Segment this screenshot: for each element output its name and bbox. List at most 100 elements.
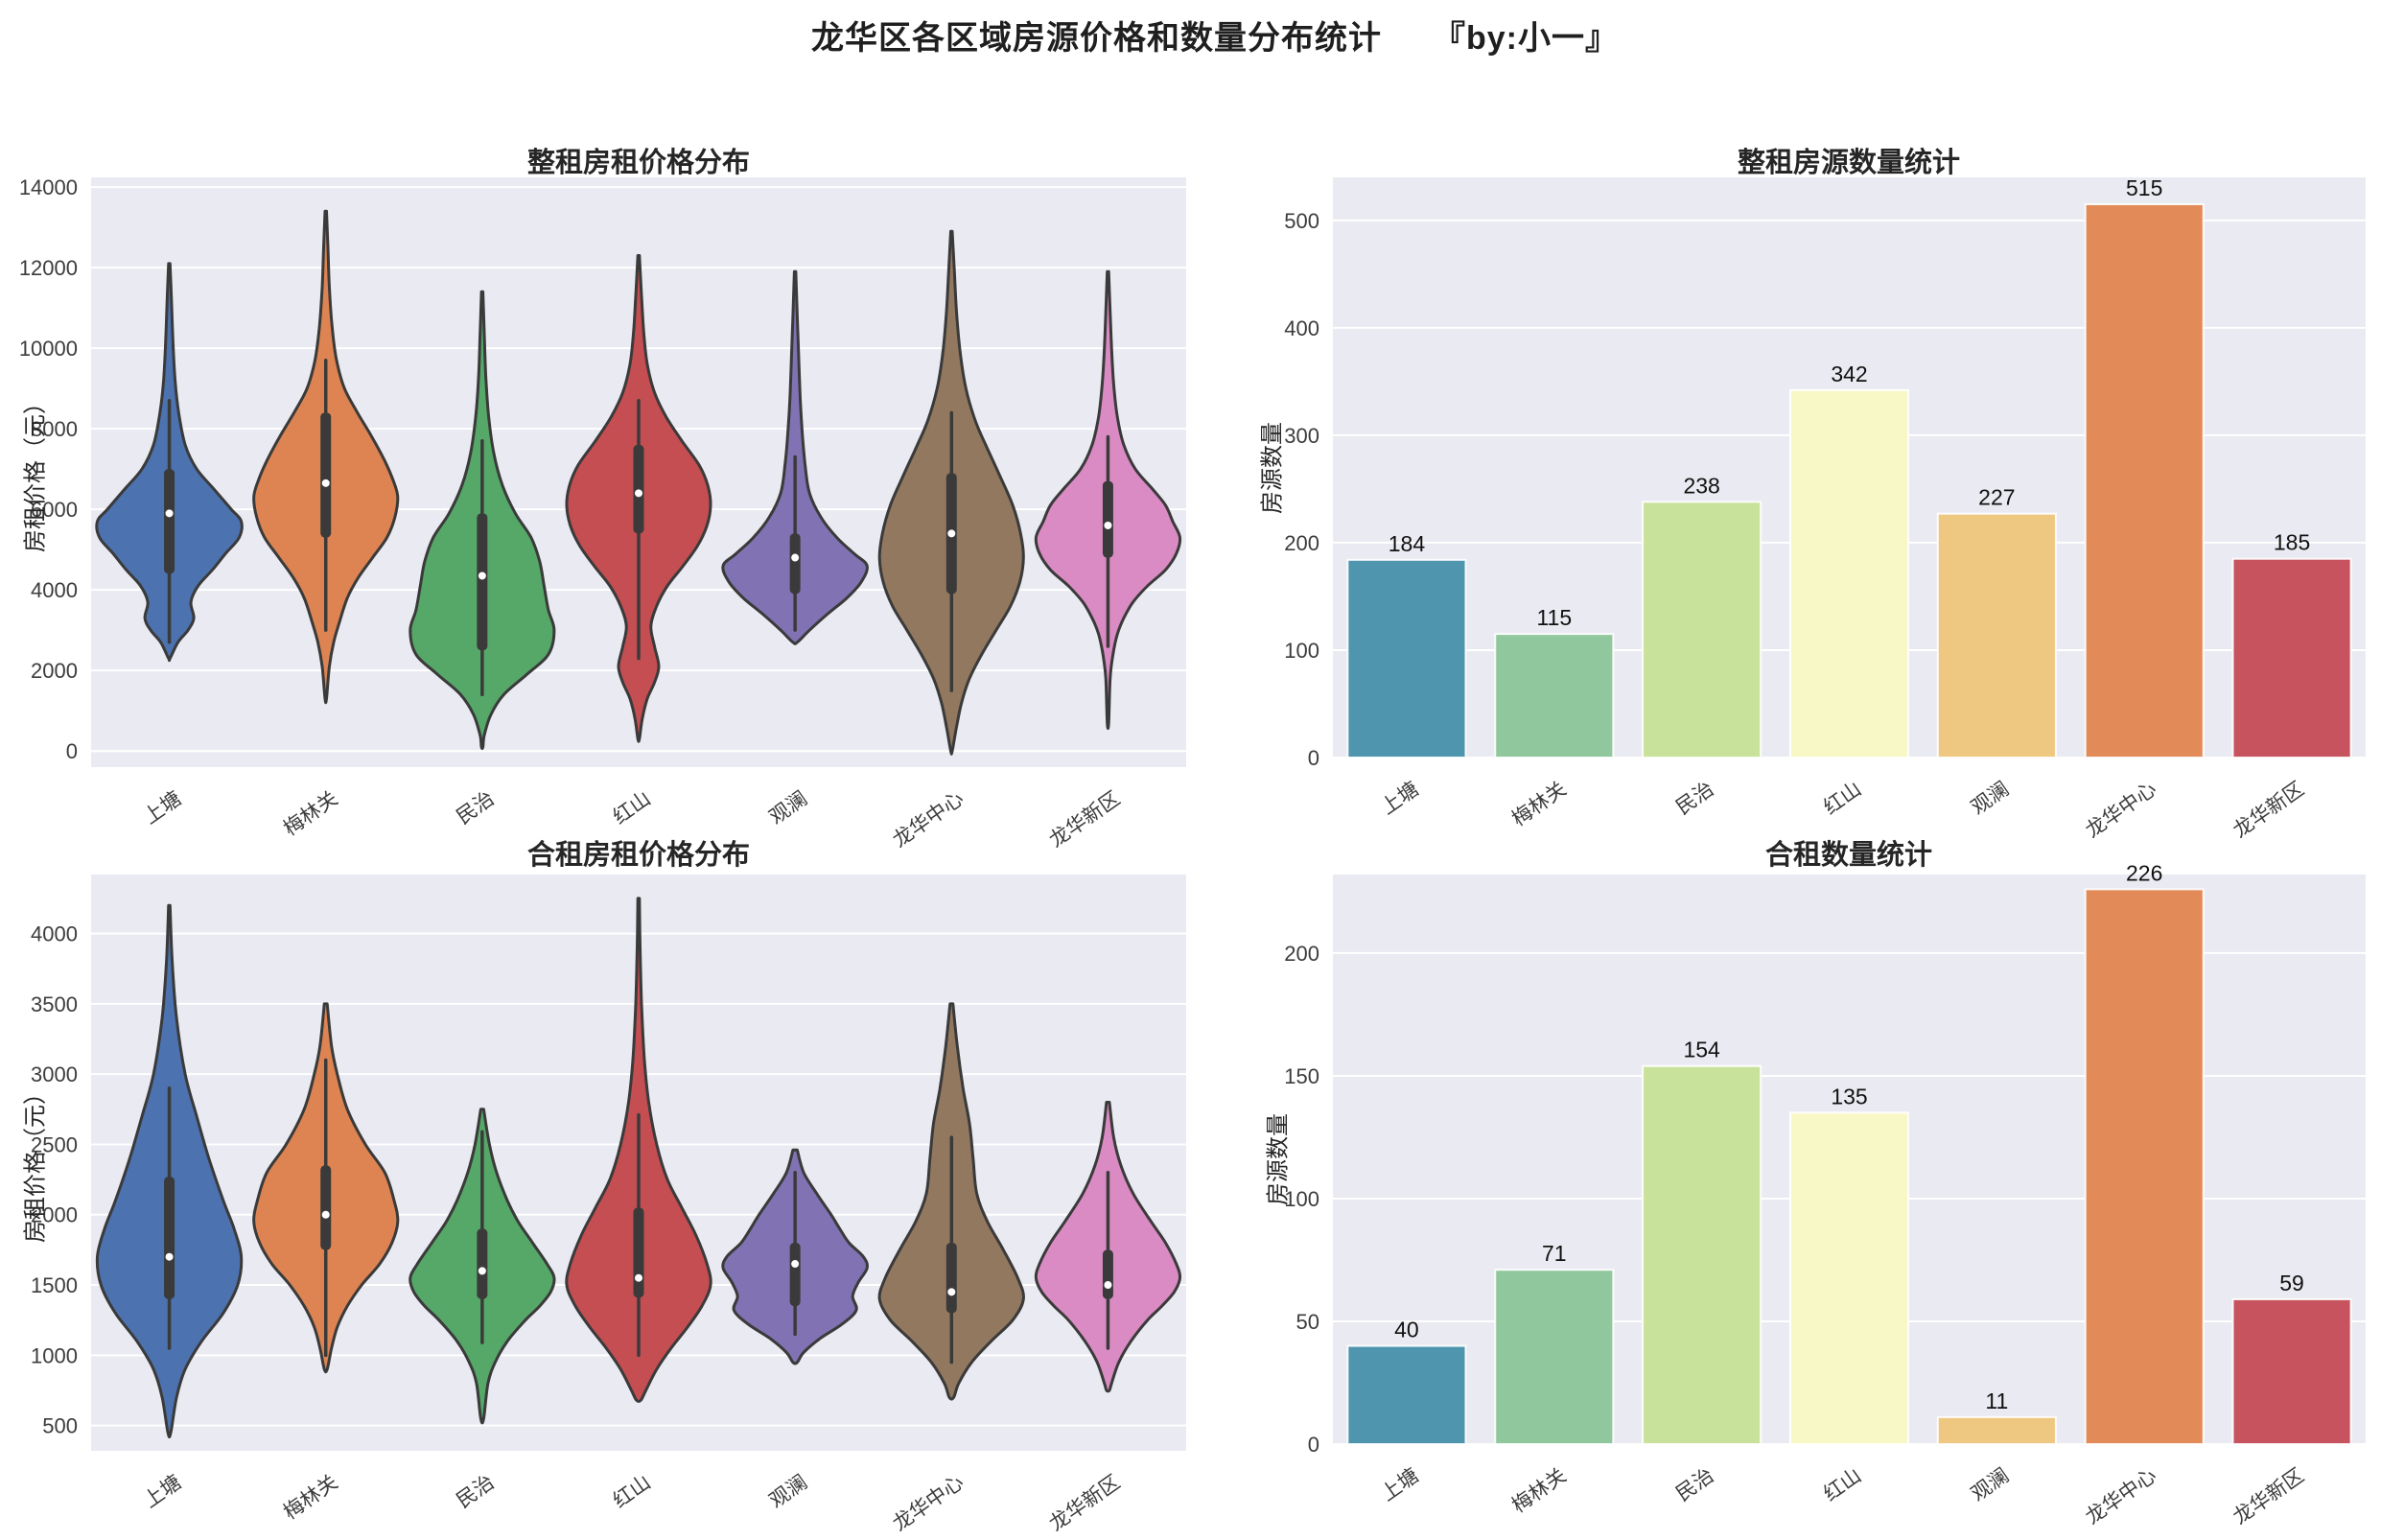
median-dot [791, 1260, 800, 1269]
bar-value-label: 238 [1683, 473, 1719, 498]
interquartile-box [633, 1207, 644, 1298]
y-tick-label: 4000 [31, 922, 78, 946]
bar-value-label: 40 [1394, 1318, 1419, 1342]
bar-rect [1788, 388, 1910, 758]
median-dot [635, 1273, 642, 1282]
bar-rect [1346, 1344, 1467, 1445]
y-tick-label: 0 [66, 739, 78, 763]
bar-value-label: 226 [2126, 860, 2162, 885]
y-tick-label: 14000 [19, 175, 78, 199]
chart-bar_whole: 0 100 200 300 400 500 184 115 238 342 227 515 185 上塘 梅… [1284, 175, 2366, 842]
y-tick-label: 3000 [31, 1062, 78, 1086]
violin-whole-ylabel: 房租价格（元） [22, 391, 49, 552]
violin-whole-title: 整租房租价格分布 [526, 148, 751, 178]
x-tick-label: 龙华中心 [889, 787, 968, 852]
interquartile-box [164, 1177, 175, 1299]
x-tick-label: 龙华新区 [2229, 778, 2308, 842]
median-dot [165, 1252, 174, 1261]
y-tick-label: 150 [1284, 1064, 1319, 1088]
x-tick-label: 红山 [1820, 1464, 1866, 1505]
x-tick-label: 上塘 [1377, 1464, 1423, 1505]
bar-rect [1936, 1415, 2057, 1445]
x-tick-label: 龙华新区 [2229, 1464, 2308, 1528]
x-tick-label: 民治 [453, 1471, 499, 1512]
median-dot [947, 1288, 956, 1296]
median-dot [1104, 521, 1112, 529]
bar-value-label: 185 [2274, 530, 2310, 555]
chart-violin_shared: 500 1000 1500 2000 2500 3000 3500 4000 上塘 梅林关 民治 红山… [31, 875, 1186, 1535]
interquartile-box [945, 1243, 957, 1314]
median-dot [791, 553, 800, 562]
bar-rect [1936, 512, 2057, 758]
bar-value-label: 11 [1985, 1388, 2008, 1413]
bar-value-label: 135 [1831, 1084, 1867, 1108]
chart-violin_whole: 0 2000 4000 6000 8000 10000 12000 14000 上塘 梅林关 民治 红… [19, 175, 1186, 852]
bar-value-label: 515 [2126, 175, 2162, 200]
bar-value-label: 184 [1389, 531, 1426, 556]
y-tick-label: 500 [1284, 209, 1319, 233]
chart-bar_shared: 0 50 100 150 200 40 71 154 135 11 226 59 上塘 梅林关 民治 红山 观澜… [1284, 860, 2366, 1528]
violin-shared-title: 合租房租价格分布 [526, 840, 751, 871]
bar-value-label: 115 [1536, 605, 1572, 630]
x-tick-label: 上塘 [1377, 778, 1423, 819]
y-tick-label: 8000 [31, 417, 78, 441]
x-tick-label: 红山 [609, 787, 655, 828]
x-tick-label: 梅林关 [1508, 1464, 1571, 1517]
x-tick-label: 观澜 [765, 787, 811, 828]
figure-title: 龙华区各区域房源价格和数量分布统计 『by:小一』 [811, 20, 1619, 57]
bar-value-label: 59 [2279, 1271, 2304, 1295]
bar-value-label: 71 [1542, 1241, 1567, 1266]
interquartile-box [789, 1243, 801, 1307]
x-tick-label: 民治 [453, 787, 499, 828]
x-tick-label: 上塘 [140, 787, 186, 828]
x-tick-label: 龙华新区 [1045, 787, 1124, 852]
interquartile-box [1102, 1249, 1113, 1299]
bar-rect [1494, 1269, 1615, 1446]
bar-rect [1494, 633, 1615, 758]
x-tick-label: 观澜 [765, 1471, 811, 1512]
bar-rect [1642, 501, 1762, 759]
y-tick-label: 4000 [31, 578, 78, 602]
bar-value-label: 227 [1978, 485, 2015, 510]
bar-value-label: 154 [1683, 1038, 1720, 1062]
median-dot [947, 529, 956, 538]
x-tick-label: 民治 [1672, 1464, 1718, 1505]
y-tick-label: 500 [42, 1414, 78, 1438]
bar-rect [2084, 888, 2205, 1445]
y-tick-label: 6000 [31, 498, 78, 522]
x-tick-label: 龙华新区 [1045, 1471, 1124, 1535]
y-tick-label: 300 [1284, 424, 1319, 448]
x-tick-label: 观澜 [1968, 1464, 2014, 1505]
interquartile-box [1102, 480, 1113, 558]
bar-rect [2231, 1297, 2352, 1446]
y-tick-label: 400 [1284, 316, 1319, 340]
x-tick-label: 红山 [609, 1471, 655, 1512]
bar-rect [2231, 557, 2352, 759]
x-tick-label: 龙华中心 [2082, 1464, 2160, 1528]
median-dot [321, 1210, 330, 1219]
y-tick-label: 1500 [31, 1273, 78, 1297]
y-tick-label: 50 [1296, 1310, 1319, 1334]
violin-shared-ylabel: 房租价格（元） [22, 1082, 49, 1243]
median-dot [1104, 1281, 1112, 1290]
median-dot [478, 572, 486, 580]
bar-whole-title: 整租房源数量统计 [1737, 148, 1961, 178]
y-tick-label: 1000 [31, 1343, 78, 1367]
y-tick-label: 200 [1284, 942, 1319, 966]
bar-rect [1788, 1111, 1910, 1445]
median-dot [478, 1267, 486, 1275]
bar-shared-title: 合租数量统计 [1764, 840, 1933, 871]
y-tick-label: 3500 [31, 992, 78, 1016]
y-tick-label: 2500 [31, 1132, 78, 1156]
interquartile-box [320, 1165, 332, 1250]
x-tick-label: 民治 [1672, 778, 1718, 819]
y-tick-label: 0 [1308, 1433, 1319, 1457]
x-tick-label: 梅林关 [1508, 778, 1571, 830]
bar-whole-ylabel: 房源数量 [1259, 422, 1286, 514]
median-dot [165, 509, 174, 518]
y-tick-label: 100 [1284, 1187, 1319, 1211]
bar-rect [1346, 558, 1467, 759]
x-tick-label: 龙华中心 [2082, 778, 2160, 842]
